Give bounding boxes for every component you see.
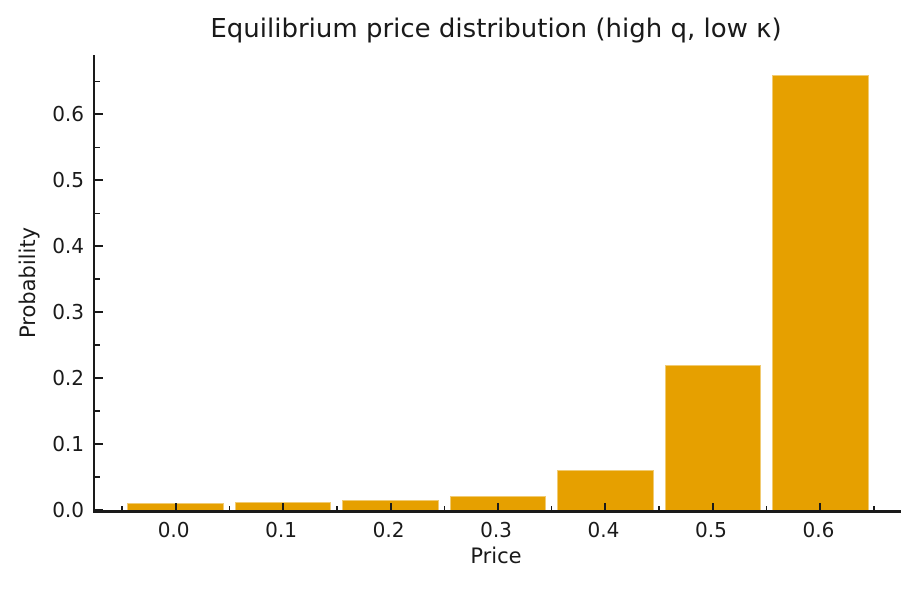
y-tick-major	[95, 245, 103, 248]
x-tick-minor	[658, 506, 660, 510]
y-tick-minor	[95, 410, 100, 412]
y-tick-label: 0.6	[52, 102, 84, 127]
y-tick-label: 0.0	[52, 498, 84, 522]
bar-price-0.5	[664, 364, 762, 510]
x-tick-label: 0.4	[587, 518, 620, 542]
x-tick-major	[389, 503, 392, 510]
x-tick-minor	[121, 506, 123, 510]
x-tick-major	[711, 503, 714, 510]
y-tick-minor	[95, 476, 100, 478]
x-tick-major	[282, 503, 285, 510]
x-tick-minor	[336, 506, 338, 510]
y-tick-label: 0.2	[52, 366, 84, 391]
y-tick-minor	[95, 146, 100, 149]
x-tick-label: 0.3	[480, 518, 512, 542]
plot-area	[93, 55, 901, 513]
x-tick-label: 0.5	[695, 518, 727, 542]
y-tick-major	[95, 377, 103, 380]
y-tick-label: 0.1	[52, 432, 84, 457]
x-tick-minor	[550, 506, 553, 510]
x-tick-label: 0.6	[802, 518, 835, 542]
y-tick-major	[95, 311, 103, 314]
x-tick-label: 0.2	[372, 518, 405, 542]
y-tick-minor	[95, 80, 100, 83]
x-tick-major	[174, 503, 177, 510]
x-tick-label: 0.0	[157, 518, 190, 542]
x-tick-major	[497, 503, 499, 510]
x-tick-minor	[873, 506, 875, 510]
y-tick-label: 0.3	[52, 300, 84, 325]
bar-price-0.6	[772, 75, 869, 510]
y-tick-major	[95, 509, 103, 511]
y-tick-minor	[95, 344, 100, 346]
x-tick-major	[604, 503, 607, 510]
x-tick-label: 0.1	[265, 518, 297, 542]
x-tick-minor	[443, 506, 446, 510]
x-tick-minor	[228, 506, 231, 510]
y-tick-label: 0.4	[52, 234, 84, 259]
y-tick-major	[95, 113, 103, 116]
y-tick-label: 0.5	[52, 168, 84, 193]
chart-title: Equilibrium price distribution (high q, …	[210, 14, 782, 44]
y-tick-major	[95, 179, 103, 182]
x-tick-minor	[765, 506, 768, 510]
x-tick-major	[819, 503, 822, 510]
x-axis-label: Price	[470, 544, 522, 568]
y-tick-major	[95, 443, 103, 446]
y-tick-minor	[95, 212, 100, 215]
y-tick-minor	[95, 278, 100, 280]
